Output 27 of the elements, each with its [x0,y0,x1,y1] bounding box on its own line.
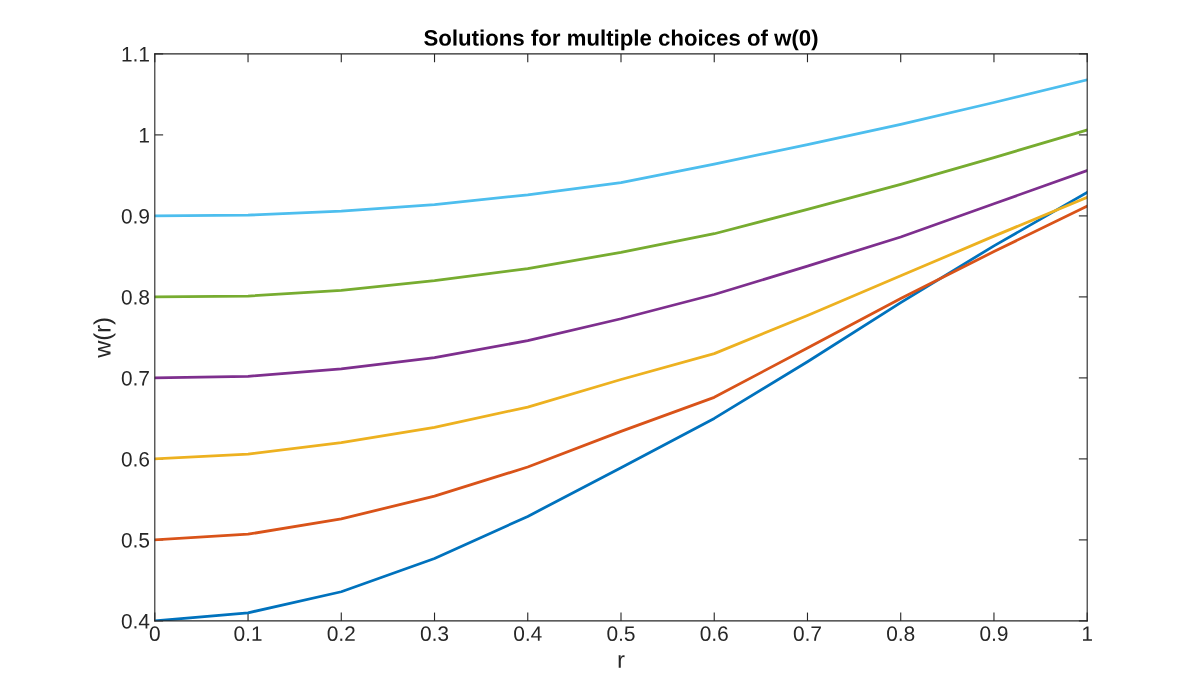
y-tick-label: 0.8 [121,289,150,305]
y-tick-label: 1 [139,128,149,143]
x-tick-label: 0.6 [700,626,728,642]
y-tick-label: 0.9 [121,208,149,224]
y-tick-label: 0.6 [121,451,150,467]
line-series [154,128,1088,299]
x-tick-label: 0 [149,626,160,642]
y-tick-label: 0.4 [121,613,150,629]
x-tick-label: 0.5 [607,626,635,642]
line-series [154,204,1088,542]
x-axis-title: r [618,655,625,668]
x-tick-label: 0.3 [420,626,449,642]
y-tick-label: 0.5 [121,532,150,548]
x-tick-label: 0.8 [887,626,915,642]
line-series [154,195,1088,461]
y-tick-label: 1.1 [122,47,149,62]
x-tick-label: 0.2 [327,626,355,642]
line-series [154,78,1088,218]
x-tick-label: 1 [1083,626,1092,641]
chart-title: Solutions for multiple choices of w(0) [424,29,818,51]
y-axis-title: w(r) [93,318,116,358]
x-tick-label: 0.1 [234,626,262,642]
x-tick-label: 0.9 [980,626,1008,642]
x-tick-label: 0.4 [514,626,542,642]
x-tick-label: 0.7 [793,626,821,642]
y-tick-label: 0.7 [121,370,149,386]
line-series [154,169,1088,380]
